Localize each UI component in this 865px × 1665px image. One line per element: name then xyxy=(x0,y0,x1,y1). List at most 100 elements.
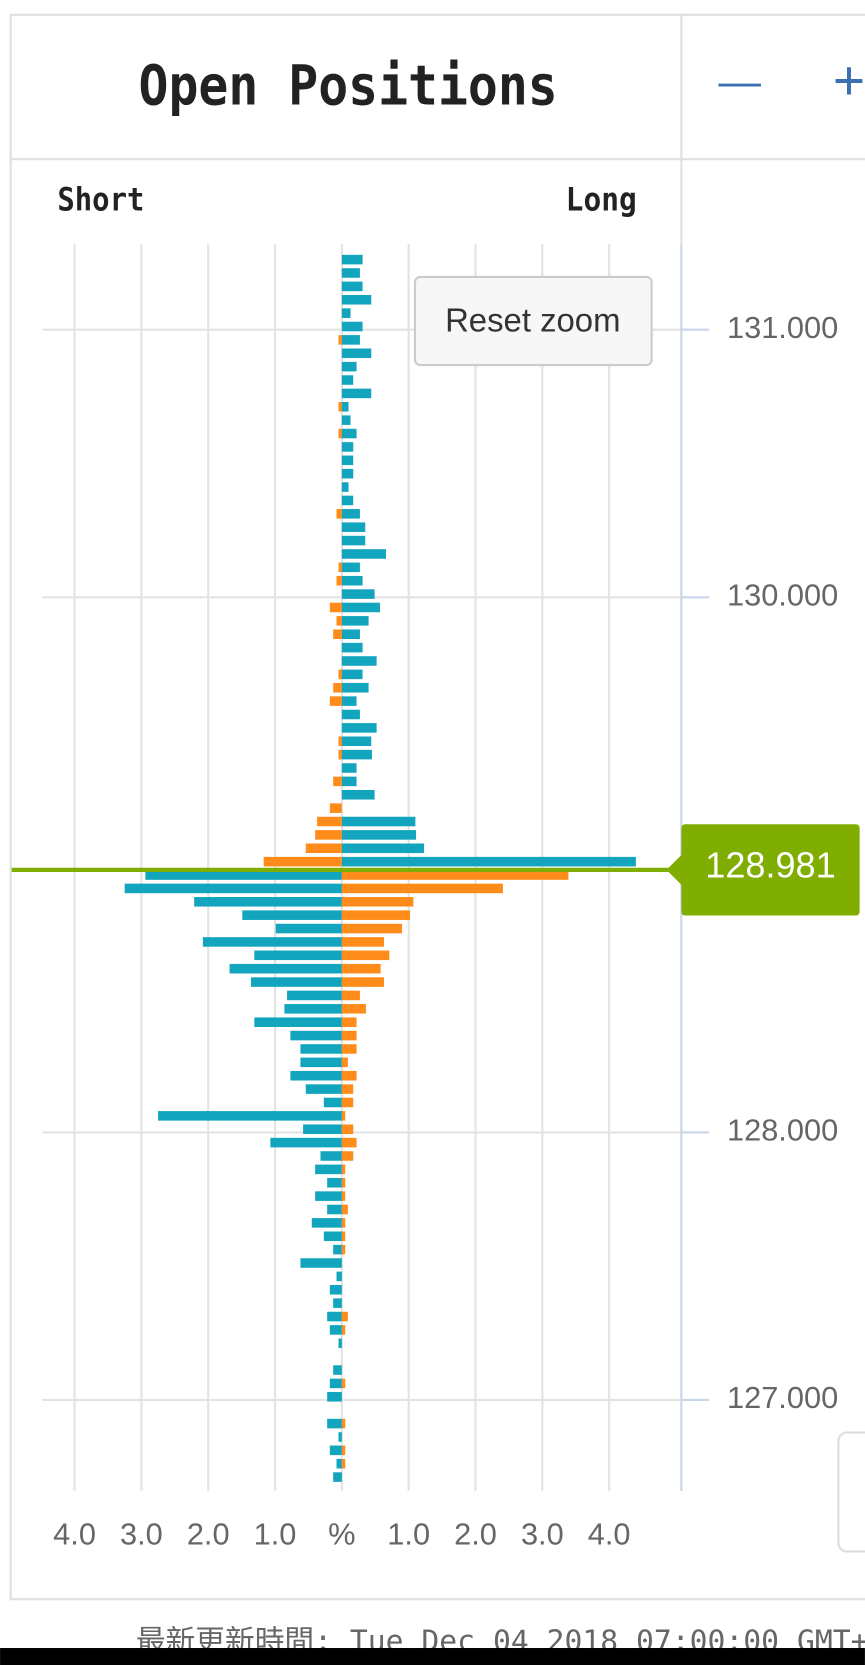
y-tick-label: 127.000 xyxy=(727,1380,838,1415)
bar xyxy=(341,1057,348,1068)
x-tick-label: 4.0 xyxy=(588,1517,631,1552)
bar xyxy=(327,1311,342,1322)
bar xyxy=(341,1164,346,1175)
x-tick-label: 3.0 xyxy=(120,1517,163,1552)
bar xyxy=(341,294,372,305)
bar xyxy=(145,870,342,880)
bar xyxy=(341,361,357,372)
bar xyxy=(341,1325,346,1335)
bar xyxy=(341,268,360,278)
bar xyxy=(338,736,342,747)
bar xyxy=(341,816,416,827)
bar xyxy=(329,1378,342,1389)
bar xyxy=(341,415,351,425)
bar xyxy=(254,1017,342,1027)
bar xyxy=(341,575,363,586)
bar xyxy=(341,468,354,479)
bar xyxy=(287,990,342,1001)
card-border xyxy=(9,13,865,1601)
x-tick-label: 2.0 xyxy=(187,1517,230,1552)
bar xyxy=(341,562,360,573)
short-label: Short xyxy=(57,181,144,219)
bar xyxy=(336,1458,342,1469)
bar xyxy=(300,1057,342,1068)
bar xyxy=(341,763,357,773)
bar xyxy=(341,509,360,519)
bar xyxy=(341,1084,354,1094)
bar xyxy=(341,375,354,385)
x-tick-label: 1.0 xyxy=(254,1517,297,1552)
bar xyxy=(341,977,384,987)
bar xyxy=(250,977,342,987)
bar xyxy=(341,589,375,599)
bar xyxy=(124,883,342,894)
bar xyxy=(341,1218,346,1228)
bar xyxy=(341,910,411,920)
bar xyxy=(336,575,342,586)
bar xyxy=(341,870,569,880)
bar xyxy=(341,897,414,907)
bar xyxy=(338,669,342,680)
bar xyxy=(341,1137,357,1148)
bottom-bar xyxy=(0,1648,865,1665)
bar xyxy=(333,682,342,693)
bar xyxy=(300,1258,342,1268)
bar xyxy=(158,1111,342,1121)
bar xyxy=(341,1124,354,1135)
bar xyxy=(315,1164,342,1175)
bar xyxy=(341,482,349,492)
current-price-box xyxy=(666,824,860,916)
bar xyxy=(333,1244,342,1255)
bar xyxy=(329,696,342,706)
bar xyxy=(341,1177,346,1188)
x-tick-label: 4.0 xyxy=(53,1517,96,1552)
zoom-out-button[interactable]: — xyxy=(718,58,761,105)
bar xyxy=(341,1458,346,1469)
bar xyxy=(317,816,342,827)
bar xyxy=(341,1004,366,1014)
bar xyxy=(341,723,377,733)
bar xyxy=(329,602,342,613)
reset-zoom-box[interactable] xyxy=(413,275,653,367)
bar xyxy=(341,495,354,506)
bar xyxy=(341,455,354,466)
bar xyxy=(329,803,342,813)
bar xyxy=(341,1151,354,1161)
bar xyxy=(315,1191,342,1201)
bar xyxy=(327,1418,342,1429)
x-tick-label: % xyxy=(328,1517,355,1552)
bar xyxy=(323,1097,342,1108)
bar xyxy=(311,1218,342,1228)
bar xyxy=(290,1030,342,1041)
zoom-in-button[interactable]: + xyxy=(833,49,865,111)
bar xyxy=(341,522,366,532)
bar xyxy=(341,990,360,1001)
bar xyxy=(341,1017,357,1027)
bar xyxy=(341,602,380,613)
bar xyxy=(336,1271,342,1282)
bar xyxy=(290,1070,342,1081)
bar xyxy=(341,549,386,559)
bar xyxy=(341,1111,346,1121)
bar xyxy=(338,335,342,345)
bar xyxy=(338,428,342,439)
bar xyxy=(333,629,342,639)
bar xyxy=(341,442,354,452)
x-tick-label: 2.0 xyxy=(454,1517,497,1552)
bar xyxy=(341,963,381,974)
bar xyxy=(341,776,357,787)
bar xyxy=(341,629,360,639)
bar xyxy=(341,254,363,265)
bar xyxy=(242,910,342,920)
bar xyxy=(320,1151,342,1161)
bar xyxy=(341,923,403,934)
bar xyxy=(333,1472,342,1482)
bar xyxy=(284,1004,342,1014)
bar xyxy=(341,1204,348,1215)
bar xyxy=(341,1378,346,1389)
bar xyxy=(341,1445,346,1456)
reset-zoom-label[interactable]: Reset zoom xyxy=(445,301,620,338)
reset-zoom-button[interactable]: Reset zoom xyxy=(413,275,653,367)
bar xyxy=(341,1231,346,1242)
